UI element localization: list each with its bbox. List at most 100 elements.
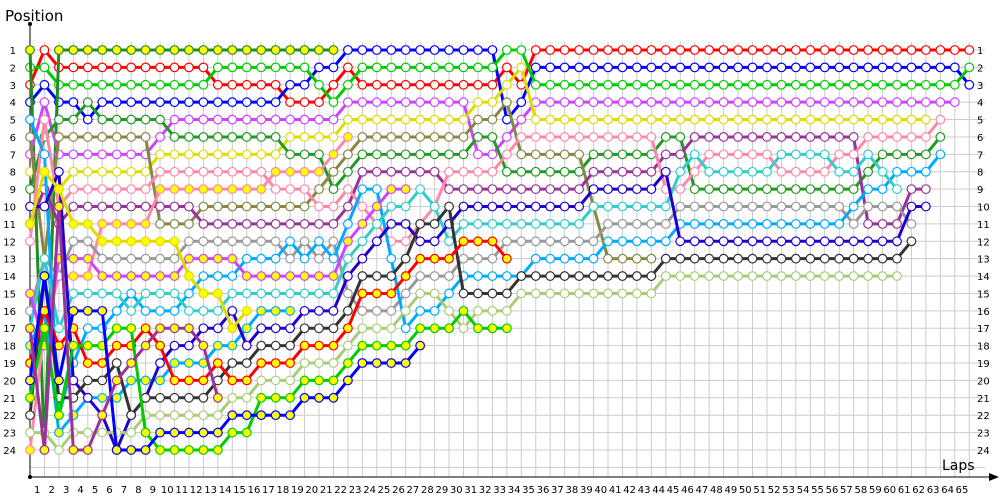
x-tick-label: 3 — [63, 485, 69, 496]
data-point — [400, 253, 411, 264]
data-point — [314, 253, 324, 264]
data-point — [184, 288, 194, 299]
data-point — [964, 79, 975, 90]
data-point — [256, 149, 267, 160]
data-point — [184, 201, 194, 212]
data-point — [270, 218, 281, 229]
data-point — [126, 132, 137, 142]
data-point — [270, 271, 281, 281]
data-point — [140, 271, 151, 281]
data-point — [169, 427, 180, 438]
data-point — [386, 253, 397, 264]
data-point — [675, 132, 686, 142]
data-point — [357, 323, 368, 334]
data-point — [212, 166, 223, 177]
data-point — [632, 218, 642, 229]
data-point — [386, 323, 397, 334]
data-point — [559, 201, 570, 212]
data-point — [906, 149, 917, 160]
series-10 — [25, 114, 946, 247]
data-point — [429, 323, 440, 334]
data-point — [718, 62, 729, 73]
data-point — [848, 184, 859, 195]
data-point — [314, 184, 324, 195]
data-point — [357, 45, 368, 55]
data-point — [501, 323, 512, 334]
data-point — [733, 97, 743, 108]
data-point — [54, 166, 64, 177]
data-point — [212, 97, 223, 108]
data-point — [559, 97, 570, 108]
data-point — [126, 114, 137, 125]
data-point — [805, 253, 816, 264]
data-point — [212, 184, 223, 195]
data-point — [155, 184, 165, 195]
data-point — [357, 253, 368, 264]
data-point — [357, 166, 368, 177]
data-point — [68, 201, 79, 212]
data-point — [487, 201, 498, 212]
data-point — [270, 201, 281, 212]
data-point — [906, 236, 917, 247]
data-point — [487, 132, 498, 142]
data-point — [198, 184, 209, 195]
y-tick-label-left: 22 — [3, 411, 16, 422]
data-point — [415, 132, 426, 142]
data-point — [559, 114, 570, 125]
data-point — [126, 201, 137, 212]
x-tick-label: 10 — [161, 485, 174, 496]
data-point — [646, 253, 657, 264]
data-point — [285, 392, 296, 403]
data-point — [25, 184, 35, 195]
data-point — [747, 45, 758, 55]
data-point — [25, 392, 35, 403]
data-point — [588, 201, 599, 212]
data-point — [429, 149, 440, 160]
data-point — [241, 201, 252, 212]
data-point — [82, 427, 93, 438]
data-point — [805, 201, 816, 212]
data-point — [400, 45, 411, 55]
data-point — [328, 288, 339, 299]
data-point — [169, 271, 180, 281]
data-point — [574, 288, 584, 299]
data-point — [660, 201, 671, 212]
data-point — [588, 184, 599, 195]
data-point — [632, 236, 642, 247]
data-point — [371, 358, 382, 368]
data-point — [906, 201, 917, 212]
data-point — [458, 288, 469, 299]
data-point — [169, 166, 180, 177]
data-point — [82, 375, 93, 386]
data-point — [400, 114, 411, 125]
data-point — [97, 45, 108, 55]
data-point — [155, 114, 165, 125]
data-point — [921, 184, 931, 195]
data-point — [97, 410, 108, 421]
data-point — [530, 149, 541, 160]
data-point — [646, 62, 657, 73]
data-point — [632, 253, 642, 264]
data-point — [776, 97, 787, 108]
data-point — [299, 288, 310, 299]
data-point — [646, 79, 657, 90]
x-tick-label: 2 — [48, 485, 54, 496]
data-point — [256, 132, 267, 142]
data-point — [198, 236, 209, 247]
data-point — [270, 392, 281, 403]
series-16 — [25, 184, 411, 351]
data-point — [184, 166, 194, 177]
data-point — [776, 201, 787, 212]
data-point — [241, 410, 252, 421]
data-point — [184, 427, 194, 438]
x-tick-label: 28 — [421, 485, 434, 496]
data-point — [54, 375, 64, 386]
series-23 — [25, 201, 223, 455]
data-point — [762, 166, 772, 177]
data-point — [805, 149, 816, 160]
data-point — [39, 253, 50, 264]
data-point — [285, 323, 296, 334]
data-point — [97, 375, 108, 386]
data-point — [371, 149, 382, 160]
data-point — [458, 305, 469, 316]
